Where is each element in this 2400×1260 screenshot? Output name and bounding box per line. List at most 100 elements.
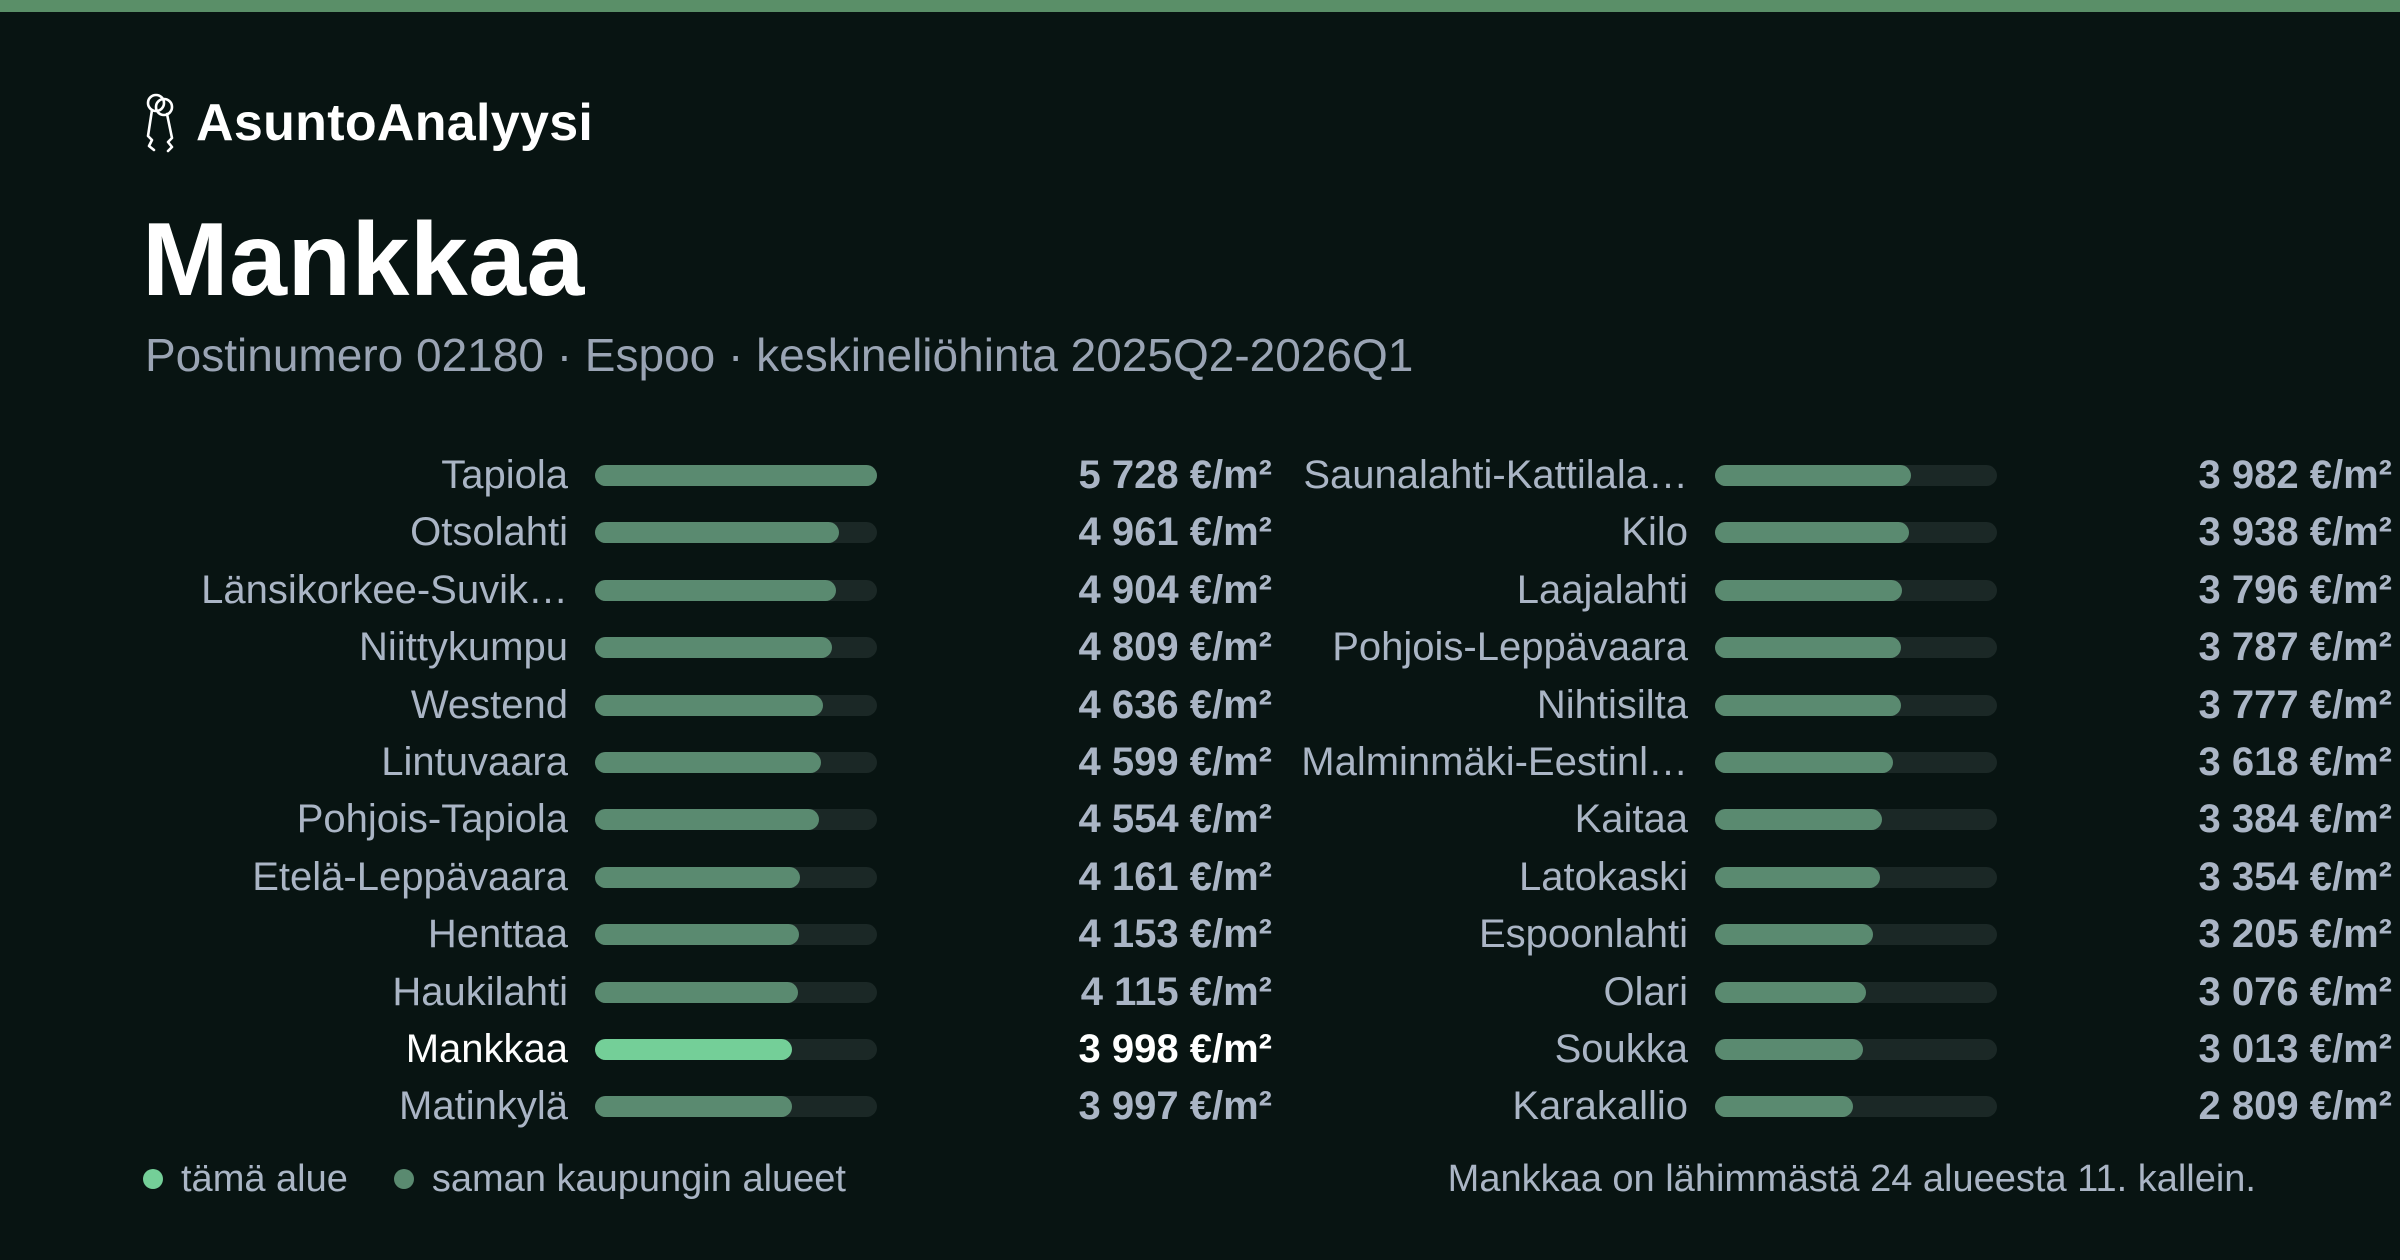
ranking-note: Mankkaa on lähimmästä 24 alueesta 11. ka…	[1447, 1158, 2256, 1200]
bar-label: Etelä-Leppävaara	[252, 854, 568, 899]
page-subtitle: Postinumero 02180 · Espoo · keskineliöhi…	[145, 329, 1414, 381]
bar-track	[1715, 924, 1997, 946]
bar-value-label: 4 904 €/m²	[1078, 567, 1272, 612]
bar	[595, 637, 832, 659]
bar	[1715, 866, 1880, 888]
bar-value-label: 3 982 €/m²	[2198, 453, 2392, 497]
bar-track	[595, 522, 877, 544]
chart-row: Kaitaa 3 384 €/m²	[1240, 791, 2392, 848]
chart-row: Malminmäki-Eestinl… 3 618 €/m²	[1240, 734, 2392, 791]
chart-column-left: Tapiola 5 728 €/m² Otsolahti 4 961 €/m² Läns…	[120, 447, 1272, 1136]
chart-row: Haukilahti 4 115 €/m²	[120, 964, 1272, 1021]
chart-column-right: Saunalahti-Kattilala… 3 982 €/m² Kilo 3 938…	[1240, 447, 2392, 1136]
bar-label: Henttaa	[427, 912, 568, 957]
bar-track	[1715, 1096, 1997, 1118]
bar	[1715, 924, 1873, 946]
bar	[595, 809, 819, 831]
bar-track	[595, 924, 877, 946]
bar-value-label: 4 554 €/m²	[1078, 797, 1272, 842]
bar	[1715, 579, 1902, 601]
bar-track	[1715, 579, 1997, 601]
bar-value-label: 5 728 €/m²	[1078, 453, 1272, 497]
chart-row: Kilo 3 938 €/m²	[1240, 504, 2392, 561]
bar-label: Haukilahti	[392, 969, 568, 1014]
chart-row: Tapiola 5 728 €/m²	[120, 447, 1272, 504]
bar-track	[595, 579, 877, 601]
bar	[1715, 751, 1893, 773]
bar-label: Soukka	[1554, 1026, 1688, 1071]
bar-label: Otsolahti	[410, 510, 568, 555]
bar-label: Olari	[1603, 969, 1688, 1014]
chart-row: Soukka 3 013 €/m²	[1240, 1021, 2392, 1078]
bar-value-label: 3 618 €/m²	[2198, 739, 2392, 784]
bar-track	[595, 637, 877, 659]
chart-row: Lintuvaara 4 599 €/m²	[120, 734, 1272, 791]
bar-track	[1715, 1038, 1997, 1060]
brand: AsuntoAnalyysi	[142, 88, 593, 158]
bar-label: Kilo	[1621, 510, 1688, 555]
bar	[595, 866, 800, 888]
bar-label: Tapiola	[441, 453, 568, 497]
bar-value-label: 3 796 €/m²	[2198, 567, 2392, 612]
bar-track	[595, 809, 877, 831]
legend-label-this-area: tämä alue	[181, 1157, 348, 1200]
chart-row: Pohjois-Leppävaara 3 787 €/m²	[1240, 619, 2392, 676]
bar-value-label: 4 809 €/m²	[1078, 625, 1272, 670]
bar-label: Lintuvaara	[381, 739, 568, 784]
bar-track	[595, 751, 877, 773]
bar	[595, 1096, 792, 1118]
bar-value-label: 3 997 €/m²	[1078, 1084, 1272, 1129]
bar	[1715, 522, 1909, 544]
bar-track	[1715, 751, 1997, 773]
bar-value-label: 4 115 €/m²	[1080, 969, 1272, 1014]
chart-row: Etelä-Leppävaara 4 161 €/m²	[120, 849, 1272, 906]
legend-item-same-city: saman kaupungin alueet	[393, 1158, 846, 1201]
bar	[595, 1038, 792, 1060]
bar-label: Matinkylä	[399, 1084, 568, 1129]
chart-legend: tämä alue saman kaupungin alueet	[143, 1150, 892, 1208]
bar-track	[1715, 694, 1997, 716]
bar-label: Niittykumpu	[359, 625, 568, 670]
legend-item-this-area: tämä alue	[143, 1158, 348, 1201]
bar	[1715, 637, 1901, 659]
bar-value-label: 3 013 €/m²	[2198, 1026, 2392, 1071]
bar	[595, 465, 877, 486]
bar	[595, 924, 799, 946]
chart-row: Latokaski 3 354 €/m²	[1240, 849, 2392, 906]
bar-label: Saunalahti-Kattilala…	[1303, 453, 1688, 497]
bar-track	[595, 1038, 877, 1060]
bar-track	[1715, 465, 1997, 486]
bar-value-label: 4 161 €/m²	[1078, 854, 1272, 899]
bar-track	[595, 465, 877, 486]
chart-row: Niittykumpu 4 809 €/m²	[120, 619, 1272, 676]
bar-track	[1715, 866, 1997, 888]
bar-value-label: 3 384 €/m²	[2198, 797, 2392, 842]
top-accent-strip	[0, 0, 2400, 12]
legend-dot-default	[393, 1169, 414, 1189]
chart-row: Mankkaa 3 998 €/m²	[120, 1021, 1272, 1078]
bar-value-label: 4 153 €/m²	[1078, 912, 1272, 957]
bar-value-label: 4 599 €/m²	[1078, 739, 1272, 784]
bar-label: Espoonlahti	[1478, 912, 1688, 957]
bar-value-label: 3 777 €/m²	[2198, 682, 2392, 727]
legend-dot-highlight	[143, 1169, 163, 1189]
chart-row: Saunalahti-Kattilala… 3 982 €/m²	[1240, 447, 2392, 504]
bar	[1715, 981, 1866, 1003]
bar	[595, 751, 821, 773]
chart-row: Nihtisilta 3 777 €/m²	[1240, 677, 2392, 734]
bar-track	[1715, 809, 1997, 831]
bar-label: Latokaski	[1519, 854, 1688, 899]
bar-label: Mankkaa	[405, 1026, 568, 1071]
chart-row: Olari 3 076 €/m²	[1240, 964, 2392, 1021]
bar-value-label: 3 938 €/m²	[2198, 510, 2392, 555]
bar-value-label: 3 787 €/m²	[2198, 625, 2392, 670]
bar-label: Karakallio	[1512, 1084, 1688, 1129]
bar-label: Malminmäki-Eestinl…	[1301, 739, 1688, 784]
bar-track	[1715, 981, 1997, 1003]
bar-track	[1715, 637, 1997, 659]
chart-row: Pohjois-Tapiola 4 554 €/m²	[120, 791, 1272, 848]
chart-row: Westend 4 636 €/m²	[120, 677, 1272, 734]
bar-value-label: 4 636 €/m²	[1078, 682, 1272, 727]
bar	[595, 579, 836, 601]
bar-track	[595, 866, 877, 888]
